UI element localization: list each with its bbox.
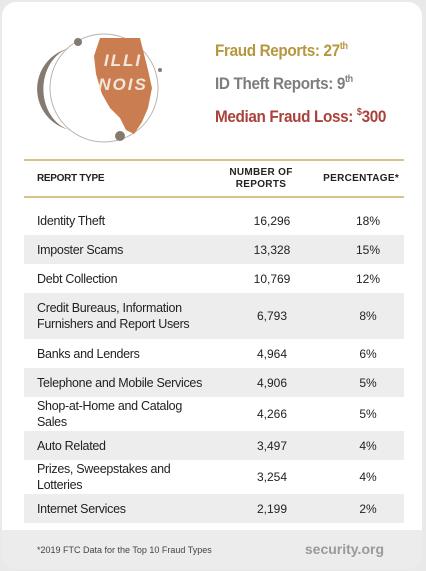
table-cell: 4,964 bbox=[256, 346, 288, 361]
stat-value: 300 bbox=[361, 107, 387, 126]
table-cell: 18% bbox=[355, 213, 381, 228]
stat: Fraud Reports: 27th bbox=[215, 35, 386, 68]
table-cell: Telephone and Mobile Services bbox=[37, 375, 203, 390]
stat-label: Median Fraud Loss: bbox=[215, 107, 354, 126]
header-cell: NUMBER OF REPORTS bbox=[204, 167, 318, 191]
table: REPORT TYPE NUMBER OF REPORTS PERCENTAGE… bbox=[24, 159, 404, 552]
brand: security.org bbox=[304, 541, 384, 557]
stat-prefix: $ bbox=[356, 107, 362, 118]
table-row: Identity Theft 16,296 18% bbox=[24, 206, 404, 235]
stats: Fraud Reports: 27th ID Theft Reports: 9th… bbox=[215, 35, 405, 134]
stat-value: 27 bbox=[323, 41, 341, 60]
table-row: Debt Collection 10,769 12% bbox=[24, 264, 404, 293]
table-row: Internet Services 2,199 2% bbox=[24, 494, 404, 523]
logo: ILLI NOIS bbox=[37, 33, 162, 143]
table-row: Credit Bureaus, Information Furnishers a… bbox=[24, 293, 404, 339]
table-cell: 2,199 bbox=[256, 501, 288, 516]
header-cell: REPORT TYPE bbox=[37, 172, 105, 184]
table-row: Shop-at-Home and Catalog Sales 4,266 5% bbox=[24, 397, 404, 431]
dot bbox=[115, 131, 125, 141]
header-text: NUMBER OF REPORTS bbox=[229, 166, 293, 190]
table-cell: Imposter Scams bbox=[37, 242, 124, 257]
dot bbox=[74, 38, 82, 46]
table-row: Prizes, Sweepstakes and Lotteries 3,254 4% bbox=[24, 460, 404, 494]
stat: Median Fraud Loss: $300 bbox=[215, 101, 386, 134]
table-cell: 15% bbox=[355, 242, 381, 257]
table-cell: 16,296 bbox=[253, 213, 291, 228]
state-shape bbox=[94, 38, 152, 134]
table-cell: 2% bbox=[359, 501, 377, 516]
crescent bbox=[37, 48, 70, 130]
stat-label: Fraud Reports: bbox=[215, 41, 320, 60]
table-cell: 8% bbox=[359, 309, 377, 323]
table-cell: 10,769 bbox=[253, 271, 291, 286]
table-cell: Banks and Lenders bbox=[37, 346, 140, 361]
state-label: NOIS bbox=[98, 75, 148, 94]
state-label: ILLI bbox=[104, 51, 142, 70]
table-cell: Prizes, Sweepstakes and Lotteries bbox=[37, 462, 171, 492]
table-row: Banks and Lenders 4,964 6% bbox=[24, 339, 404, 368]
table-cell: 4,266 bbox=[256, 407, 288, 421]
table-cell: 6% bbox=[359, 346, 377, 361]
table-cell: 12% bbox=[355, 271, 381, 286]
table-header: REPORT TYPE NUMBER OF REPORTS PERCENTAGE… bbox=[24, 159, 404, 198]
stat-label: ID Theft Reports: bbox=[215, 74, 333, 93]
table-cell: 4% bbox=[359, 470, 377, 484]
header-cell: PERCENTAGE* bbox=[323, 172, 400, 184]
footer: *2019 FTC Data for the Top 10 Fraud Type… bbox=[2, 530, 422, 569]
stat-suffix: th bbox=[345, 74, 353, 85]
table-cell: 4% bbox=[359, 438, 377, 453]
card: ILLI NOIS Fraud Reports: 27th ID Theft Re… bbox=[2, 2, 422, 569]
table-cell: Credit Bureaus, Information Furnishers a… bbox=[37, 301, 190, 331]
table-cell: 3,497 bbox=[256, 438, 288, 453]
table-cell: Debt Collection bbox=[37, 271, 118, 286]
table-body: Identity Theft 16,296 18% Imposter Scams 13,… bbox=[24, 206, 404, 552]
table-cell: Shop-at-Home and Catalog Sales bbox=[37, 399, 182, 429]
orbit bbox=[49, 33, 159, 143]
dot bbox=[158, 68, 162, 72]
stat: ID Theft Reports: 9th bbox=[215, 68, 386, 101]
table-cell: Identity Theft bbox=[37, 213, 105, 228]
table-cell: 13,328 bbox=[253, 242, 291, 257]
table-row: Imposter Scams 13,328 15% bbox=[24, 235, 404, 264]
table-cell: 5% bbox=[359, 375, 377, 390]
table-row: Auto Related 3,497 4% bbox=[24, 431, 404, 460]
table-cell: 4,906 bbox=[256, 375, 288, 390]
table-cell: 3,254 bbox=[256, 470, 288, 484]
table-row: Telephone and Mobile Services 4,906 5% bbox=[24, 368, 404, 397]
table-cell: Internet Services bbox=[37, 501, 126, 516]
stat-value: 9 bbox=[336, 74, 346, 93]
stat-suffix: th bbox=[339, 41, 348, 52]
table-cell: 5% bbox=[359, 407, 377, 421]
footnote: *2019 FTC Data for the Top 10 Fraud Type… bbox=[37, 545, 212, 555]
table-cell: Auto Related bbox=[37, 438, 106, 453]
table-cell: 6,793 bbox=[256, 309, 288, 323]
